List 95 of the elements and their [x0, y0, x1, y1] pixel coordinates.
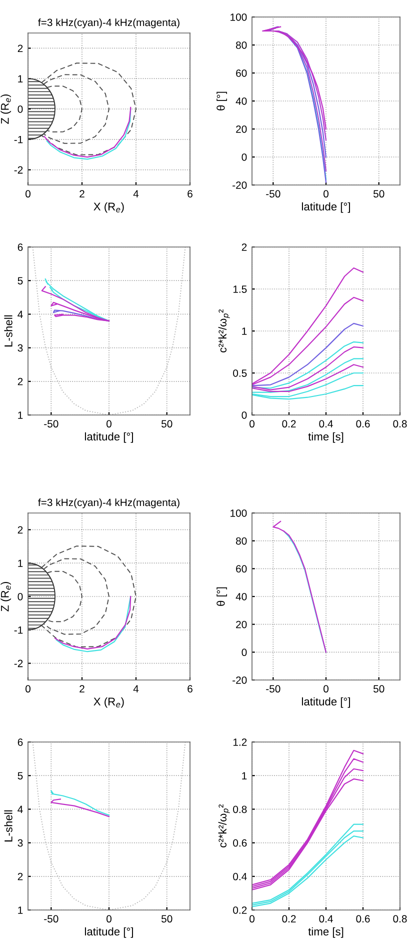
y-tick-label: 2 — [18, 872, 23, 880]
y-tick-label: 20 — [236, 126, 247, 133]
x-axis-title: time [s] — [308, 432, 344, 443]
y-tick-label: 1 — [18, 75, 23, 82]
x-tick-label: 0.6 — [356, 915, 370, 923]
y-tick-label: 40 — [236, 98, 247, 105]
x-tick-label: 6 — [188, 190, 192, 198]
x-axis-title: X (R$_{e}$) — [94, 697, 124, 708]
y-tick-label: 0.2 — [233, 906, 247, 914]
x-axis-title: latitude [°] — [302, 202, 350, 213]
y-tick-label: 1 — [18, 412, 23, 419]
x-tick-label: -50 — [266, 190, 280, 198]
y-axis-title: c²*k²/ω$_{p}$² — [218, 309, 230, 352]
x-tick-label: 0 — [250, 915, 254, 923]
chart-title: f=3 kHz(cyan)-4 kHz(magenta) — [38, 498, 180, 508]
chart-title: f=3 kHz(cyan)-4 kHz(magenta) — [38, 18, 180, 28]
y-tick-label: -2 — [14, 660, 23, 668]
y-tick-label: 0 — [242, 648, 247, 656]
x-tick-label: 2 — [80, 685, 84, 692]
y-axis-title: θ [°] — [216, 92, 227, 110]
x-tick-label: -50 — [44, 420, 58, 428]
y-axis-title: L-shell — [4, 315, 12, 346]
y-tick-label: 2 — [18, 378, 23, 386]
x-tick-label: 0 — [250, 420, 254, 428]
y-tick-label: 100 — [230, 14, 247, 21]
y-tick-label: -1 — [14, 626, 23, 634]
x-axis-title: latitude [°] — [84, 432, 133, 443]
y-tick-label: 0.5 — [233, 370, 247, 377]
y-tick-label: -20 — [232, 676, 247, 684]
x-axis-title: latitude [°] — [84, 927, 133, 938]
y-axis-title: Z (R$_{e}$) — [0, 582, 12, 612]
y-tick-label: 80 — [236, 537, 247, 545]
x-tick-label: 0.8 — [393, 915, 407, 923]
x-tick-label: 4 — [133, 190, 139, 198]
y-tick-label: 6 — [18, 244, 23, 251]
y-tick-label: 1.5 — [233, 286, 247, 293]
x-tick-label: 0 — [26, 685, 30, 693]
y-tick-label: 1 — [18, 906, 23, 914]
x-tick-label: 0.6 — [356, 420, 370, 428]
x-tick-label: 50 — [161, 915, 172, 923]
y-tick-label: -1 — [14, 136, 23, 144]
y-axis-title: L-shell — [4, 810, 12, 842]
y-tick-label: 60 — [236, 565, 247, 573]
y-tick-label: 0 — [18, 106, 23, 113]
y-tick-label: 20 — [236, 620, 247, 628]
x-tick-label: 0.4 — [319, 915, 333, 923]
y-tick-label: 5 — [18, 277, 23, 284]
x-tick-label: 0.4 — [319, 420, 333, 428]
y-tick-label: 80 — [236, 42, 247, 49]
x-tick-label: 0 — [26, 190, 30, 198]
x-tick-label: 0 — [106, 420, 112, 428]
y-tick-label: -20 — [232, 182, 247, 189]
x-tick-label: -50 — [44, 915, 58, 923]
y-tick-label: 3 — [18, 344, 23, 352]
y-axis-title: Z (R$_{e}$) — [0, 94, 12, 124]
y-tick-label: 0.8 — [233, 806, 247, 814]
x-tick-label: 0 — [324, 685, 328, 693]
y-tick-label: 2 — [18, 526, 23, 534]
y-tick-label: -2 — [14, 166, 23, 174]
y-tick-label: 3 — [18, 839, 23, 847]
y-tick-label: 0.4 — [233, 872, 247, 880]
x-tick-label: 0 — [106, 915, 112, 923]
y-tick-label: 100 — [230, 510, 247, 517]
y-tick-label: 1 — [242, 328, 247, 335]
y-tick-label: 0.6 — [233, 839, 247, 847]
x-tick-label: 0.2 — [282, 915, 296, 923]
y-axis-title: c²*k²/ω$_{p}$² — [218, 804, 230, 848]
y-tick-label: 1.2 — [233, 738, 247, 746]
x-tick-label: 2 — [80, 190, 84, 198]
y-tick-label: 0 — [242, 412, 247, 419]
x-tick-label: 50 — [161, 420, 172, 428]
x-tick-label: 0 — [324, 190, 328, 198]
y-tick-label: 1 — [242, 772, 247, 780]
y-tick-label: 4 — [18, 806, 23, 813]
x-tick-label: 6 — [188, 685, 192, 693]
y-tick-label: 60 — [236, 70, 247, 77]
y-tick-label: 5 — [18, 772, 23, 780]
y-axis-title: θ [°] — [216, 587, 227, 606]
y-tick-label: 6 — [18, 738, 23, 746]
y-tick-label: 2 — [18, 44, 23, 52]
x-tick-label: 4 — [133, 685, 139, 692]
y-tick-label: 2 — [242, 244, 247, 251]
x-tick-label: 50 — [373, 685, 384, 693]
y-tick-label: 40 — [236, 593, 247, 600]
x-tick-label: 0.2 — [282, 420, 296, 428]
y-tick-label: 0 — [242, 154, 247, 161]
y-tick-label: 1 — [18, 560, 23, 567]
x-axis-title: time [s] — [308, 927, 344, 938]
x-tick-label: 50 — [373, 190, 384, 198]
x-tick-label: 0.8 — [393, 420, 407, 428]
y-tick-label: 4 — [18, 310, 23, 318]
x-axis-title: X (R$_{e}$) — [94, 202, 124, 213]
y-tick-label: 0 — [18, 593, 23, 600]
x-axis-title: latitude [°] — [302, 697, 350, 708]
x-tick-label: -50 — [266, 685, 280, 693]
